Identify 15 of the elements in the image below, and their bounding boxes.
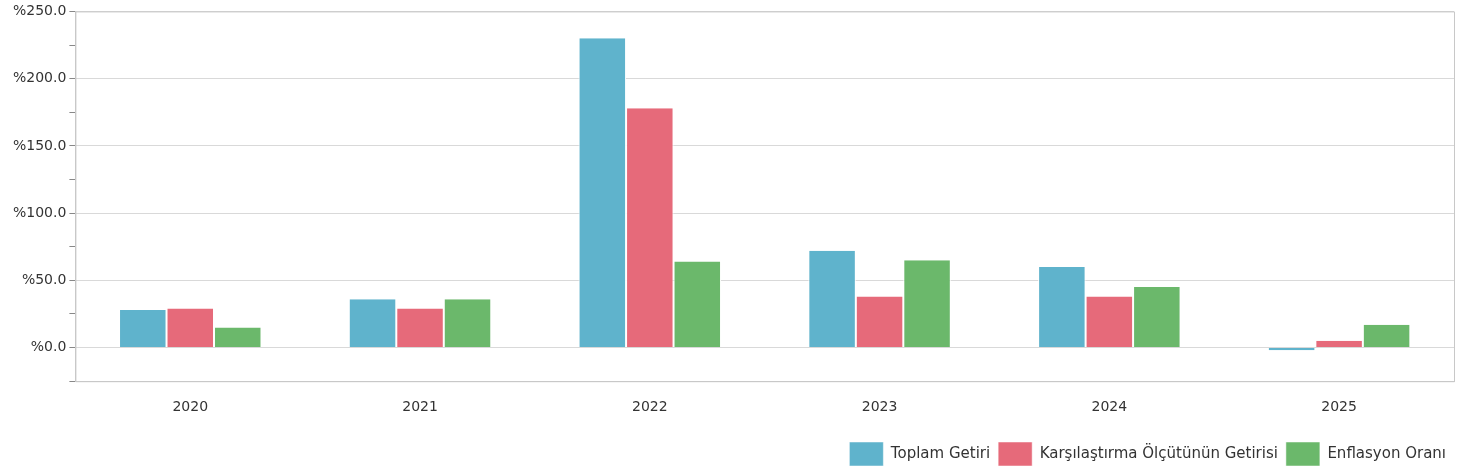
x-tick-label: 2020	[172, 398, 209, 415]
x-tick-label: 2023	[861, 398, 898, 415]
x-tick-label: 2024	[1091, 398, 1128, 415]
x-tick-label: 2025	[1321, 398, 1357, 415]
y-tick-label: %50.0	[21, 270, 67, 287]
legend-label: Enflasyon Oranı	[1327, 443, 1446, 462]
legend-label: Karşılaştırma Ölçütünün Getirisi	[1039, 442, 1278, 462]
y-tick-label: %0.0	[30, 338, 67, 355]
legend-label: Toplam Getiri	[889, 443, 991, 462]
y-tick-label: %250.0	[12, 2, 67, 19]
y-tick-label: %200.0	[12, 69, 67, 86]
x-tick-label: 2022	[631, 398, 668, 415]
y-tick-label: %100.0	[12, 203, 67, 220]
y-tick-label: %150.0	[12, 136, 67, 153]
x-tick-label: 2021	[402, 398, 438, 415]
